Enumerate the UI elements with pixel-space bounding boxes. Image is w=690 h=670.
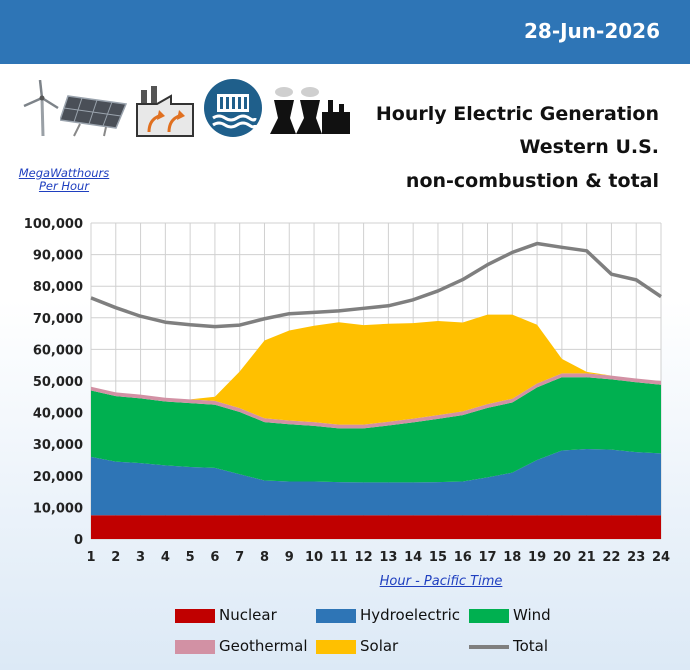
area-geothermal [91,373,661,429]
x-tick-label: 16 [454,550,472,565]
x-tick-label: 21 [578,550,596,565]
y-tick-label: 100,000 [24,217,83,232]
legend-swatch [469,644,509,649]
chart-title-line-3: non-combustion & total [405,170,659,192]
legend-item-nuclear: Nuclear [175,606,277,624]
legend-label: Hydroelectric [360,606,461,624]
area-wind [91,377,661,483]
series-line-total [90,241,662,329]
x-tick-label: 13 [379,550,397,565]
y-tick-label: 90,000 [33,249,83,264]
x-tick-label: 2 [111,550,120,565]
x-tick-label: 14 [404,550,422,565]
y-tick-label: 70,000 [33,312,83,327]
area-solar [91,314,661,425]
x-tick-label: 8 [260,550,269,565]
x-tick-label: 12 [355,550,373,565]
stacked-area-chart: 0 10,000 20,000 30,000 40,000 50,000 60,000 70,… [24,217,670,565]
x-tick-label: 6 [210,550,219,565]
legend-label: Solar [360,637,399,655]
power-plant-icon [270,87,350,134]
area-hydroelectric [91,448,661,516]
x-tick-label: 22 [602,550,620,565]
legend-item-hydroelectric: Hydroelectric [316,606,460,624]
x-tick-label: 17 [478,550,496,565]
header-banner: 28-Jun-2026 [0,0,690,64]
x-axis-label: Hour - Pacific Time [379,574,503,589]
legend-label: Nuclear [219,606,277,624]
report-date: 28-Jun-2026 [523,19,660,43]
x-tick-label: 5 [186,550,195,565]
y-tick-label: 40,000 [33,407,83,422]
x-tick-label: 19 [528,550,546,565]
hydro-dam-icon [204,79,262,137]
y-tick-label: 60,000 [33,343,83,358]
y-axis-label: MegaWatthours Per Hour [18,166,110,193]
x-tick-label: 4 [161,550,170,565]
y-tick-label: 80,000 [33,280,83,295]
x-tick-label: 7 [235,550,244,565]
legend-label: Wind [513,606,551,624]
legend-swatch [175,608,215,623]
x-tick-label: 1 [86,550,95,565]
legend-item-total: Total [469,637,548,655]
legend-swatch [175,639,215,654]
legend-swatch [469,608,509,623]
y-tick-label: 20,000 [33,470,83,485]
y-tick-label: 10,000 [33,501,83,516]
x-tick-label: 24 [652,550,670,565]
x-tick-label: 10 [305,550,323,565]
x-tick-label: 20 [553,550,571,565]
legend-swatch [316,608,356,623]
legend-swatch [316,639,356,654]
wind-turbine-icon [23,80,59,137]
y-tick-label: 30,000 [33,438,83,453]
area-nuclear [91,515,661,539]
legend-item-wind: Wind [469,606,551,624]
x-tick-label: 23 [627,550,645,565]
chart-title-line-2: Western U.S. [519,136,659,158]
x-tick-label: 15 [429,550,447,565]
x-tick-label: 9 [285,550,294,565]
chart-title-line-1: Hourly Electric Generation [375,103,659,125]
x-tick-label: 3 [136,550,145,565]
y-tick-label: 50,000 [33,375,83,390]
legend-label: Geothermal [219,637,308,655]
y-tick-label: 0 [74,533,83,548]
legend-item-solar: Solar [316,637,398,655]
x-tick-label: 18 [503,550,521,565]
geothermal-plant-icon [136,86,194,137]
solar-panel-icon [60,95,128,137]
legend-item-geothermal: Geothermal [175,637,308,655]
legend-label: Total [513,637,549,655]
x-tick-label: 11 [330,550,348,565]
